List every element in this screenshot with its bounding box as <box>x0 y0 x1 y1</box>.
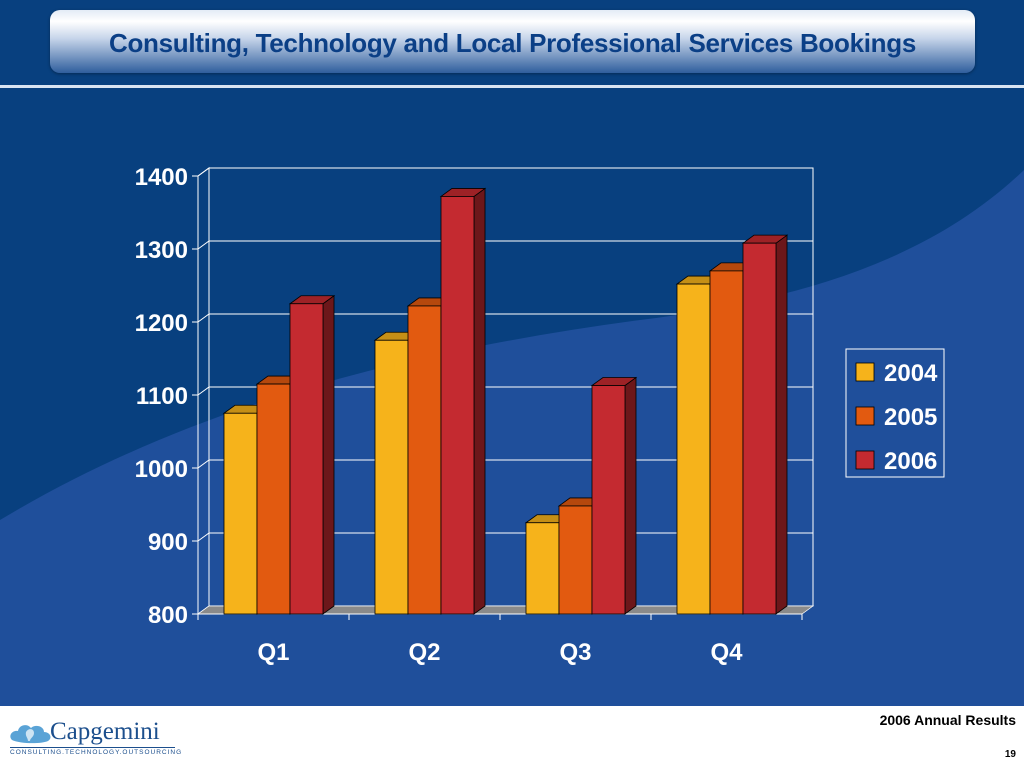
legend-label-2005: 2005 <box>884 404 937 431</box>
page-number: 19 <box>1004 749 1016 760</box>
bar-q4-2006 <box>741 234 789 615</box>
header-divider <box>0 85 1024 88</box>
gridline <box>197 167 813 177</box>
bookings-chart: 800 900 1000 1100 1200 1300 1400 Q1 Q2 Q3 Q4 2004… <box>135 164 945 666</box>
y-tick-label: 900 <box>148 529 188 556</box>
x-tick-label: Q2 <box>408 639 440 666</box>
logo-wordmark: Capgemini <box>50 718 160 745</box>
x-tick-label: Q4 <box>710 639 743 666</box>
bar-q2-2006 <box>439 187 487 615</box>
legend-box <box>845 348 945 478</box>
logo-rule <box>10 747 175 748</box>
x-tick-label: Q1 <box>257 639 289 666</box>
legend-swatch-2005 <box>855 406 875 426</box>
gridline <box>197 240 813 250</box>
bar-q1-2006 <box>288 294 336 615</box>
y-tick-label: 1300 <box>135 237 188 264</box>
y-tick-label: 1400 <box>135 164 188 191</box>
y-tick-label: 800 <box>148 602 188 629</box>
page-title: Consulting, Technology and Local Profess… <box>109 28 916 58</box>
legend-label-2004: 2004 <box>884 360 938 387</box>
slide-background: Consulting, Technology and Local Profess… <box>0 0 1024 706</box>
cloud-spade-icon <box>10 725 51 744</box>
gridline <box>197 313 813 323</box>
company-logo: Capgemini CONSULTING.TECHNOLOGY.OUTSOURC… <box>8 716 181 762</box>
y-tick-label: 1100 <box>136 383 188 410</box>
logo-tagline: CONSULTING.TECHNOLOGY.OUTSOURCING <box>10 749 183 756</box>
x-tick-label: Q3 <box>559 639 591 666</box>
y-tick-label: 1200 <box>135 310 188 337</box>
title-bar: Consulting, Technology and Local Profess… <box>50 10 975 73</box>
legend-swatch-2006 <box>855 450 875 470</box>
bar-q3-2006 <box>590 376 638 615</box>
legend-swatch-2004 <box>855 362 875 382</box>
y-tick-label: 1000 <box>135 456 188 483</box>
footer-text: 2006 Annual Results <box>879 712 1016 728</box>
legend-label-2006: 2006 <box>884 448 937 475</box>
